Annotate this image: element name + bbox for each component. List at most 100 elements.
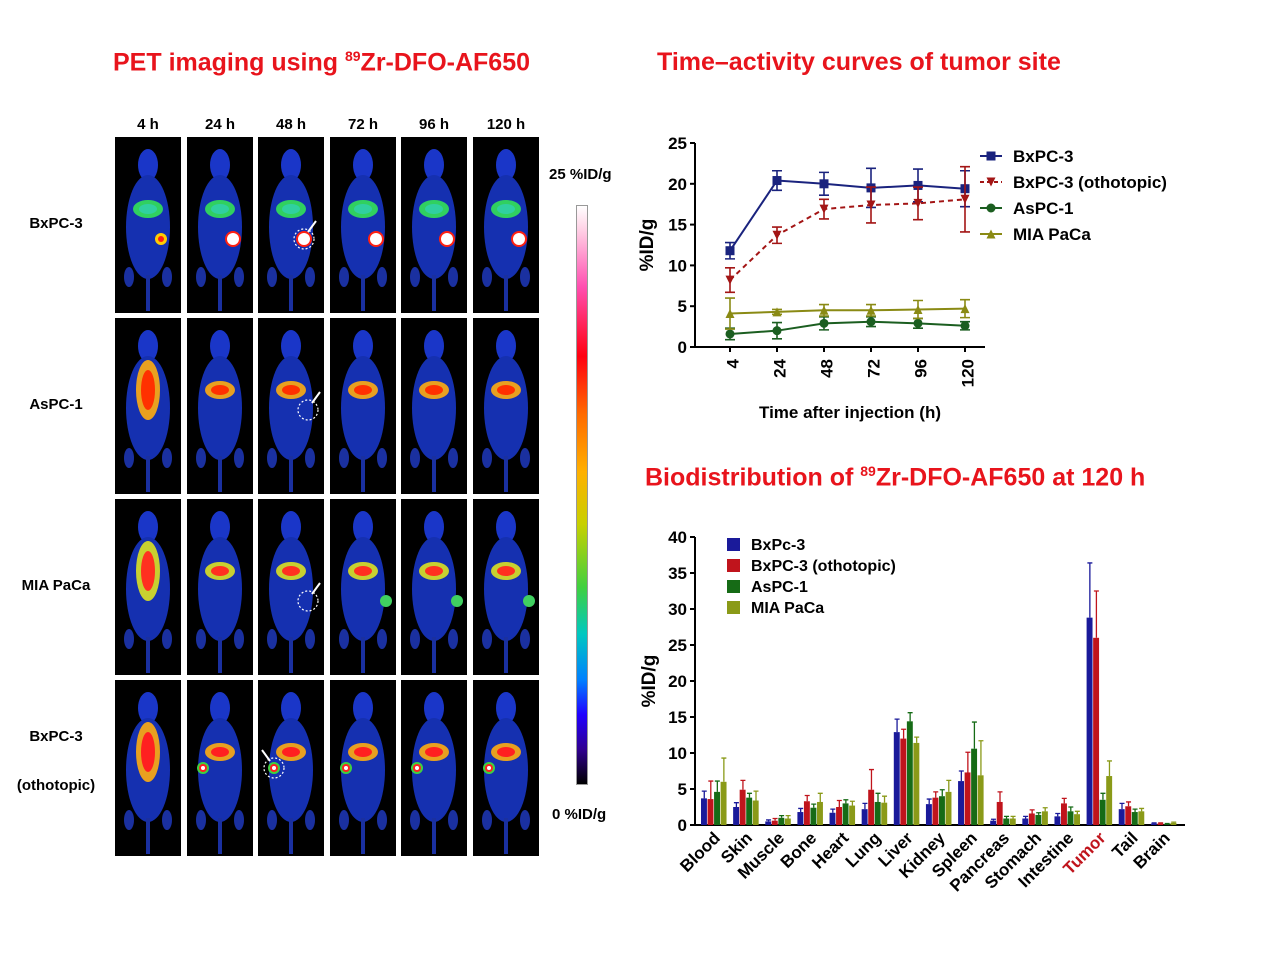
bio-bar — [913, 742, 920, 825]
tac-point — [960, 194, 970, 204]
tac-point — [866, 305, 876, 315]
mouse-scan — [482, 330, 530, 492]
pet-image — [401, 680, 467, 856]
mouse-scan — [339, 511, 392, 673]
bio-bar — [817, 801, 823, 825]
pet-image — [258, 318, 324, 494]
bio-bar — [1170, 822, 1177, 825]
pet-image — [187, 137, 253, 313]
bio-legend-label: BxPC-3 (othotopic) — [751, 558, 896, 575]
tac-legend-marker — [986, 203, 996, 213]
bio-bar — [701, 798, 707, 825]
bio-bar — [1041, 811, 1048, 825]
bio-error-bar — [1010, 815, 1016, 819]
bio-error-bar — [753, 790, 759, 801]
bio-error-bar — [1171, 821, 1177, 823]
tac-series-line — [729, 307, 966, 315]
bio-bar — [1054, 816, 1061, 825]
pet-image — [258, 137, 324, 313]
scale-min-label: 0 %ID/g — [552, 806, 607, 823]
bio-error-bar — [868, 768, 874, 790]
mouse-scan — [124, 330, 172, 492]
pet-image — [115, 499, 181, 675]
bio-bar — [1118, 809, 1125, 825]
bio-legend-swatch — [727, 580, 740, 593]
pet-image — [115, 318, 181, 494]
pet-title: PET imaging using 89Zr-DFO-AF650 — [113, 48, 530, 77]
pet-imaging-panel: PET imaging using 89Zr-DFO-AF650 4 h 24 h… — [17, 48, 612, 856]
bio-bar — [1150, 823, 1157, 825]
bio-error-bar — [701, 790, 707, 799]
pet-image — [330, 499, 396, 675]
pet-image — [330, 680, 396, 856]
bio-title-prefix: Biodistribution of — [645, 463, 861, 492]
bio-bar — [1074, 814, 1080, 825]
tac-legend-marker — [986, 229, 996, 239]
bio-error-bar — [843, 799, 849, 804]
tac-series-line — [729, 179, 966, 252]
bio-error-bar — [907, 712, 913, 722]
mouse-scan — [410, 330, 458, 492]
bio-error-bar — [817, 792, 823, 802]
bio-category-label: Blood — [676, 828, 723, 875]
bio-title-sup: 89 — [860, 463, 876, 479]
bio-bar — [746, 797, 753, 825]
bio-error-bar — [1036, 812, 1042, 815]
bio-y-axis-label: %ID/g — [639, 655, 660, 708]
bio-bar — [874, 801, 881, 825]
bio-bar — [1163, 824, 1170, 825]
bio-y-tick-label: 15 — [668, 708, 687, 727]
bio-bar — [990, 820, 997, 825]
bio-error-bar — [990, 818, 996, 821]
bio-bar — [803, 801, 810, 825]
bio-error-bar — [971, 721, 977, 749]
bio-error-bar — [1074, 810, 1080, 815]
bio-bar — [829, 812, 836, 825]
bio-bar — [765, 821, 772, 825]
bio-bar — [1009, 818, 1016, 825]
timepoint-label: 24 h — [204, 116, 235, 133]
bio-bar — [752, 800, 759, 825]
tac-legend-marker — [986, 151, 996, 161]
bio-error-bar — [1139, 807, 1145, 812]
tac-y-tick-label: 20 — [668, 175, 687, 194]
bio-error-bar — [1029, 809, 1035, 814]
tac-legend-label: MIA PaCa — [1013, 225, 1091, 244]
bio-error-bar — [708, 780, 714, 800]
tac-legend-label: AsPC-1 — [1013, 199, 1073, 218]
row-label-line: AsPC-1 — [29, 396, 83, 413]
bio-bar — [849, 805, 856, 825]
timepoint-label: 48 h — [275, 116, 306, 133]
bio-bar — [925, 804, 932, 825]
bio-bar — [977, 775, 984, 825]
tac-y-tick-label: 15 — [668, 216, 687, 235]
pet-image — [401, 318, 467, 494]
bio-error-bar — [914, 736, 920, 743]
mouse-scan — [124, 511, 172, 673]
pet-title-suffix: Zr-DFO-AF650 — [360, 48, 531, 77]
tac-point — [725, 309, 735, 319]
bio-error-bar — [862, 802, 868, 810]
bio-bar — [1125, 806, 1132, 825]
bio-error-bar — [1087, 562, 1093, 618]
pet-image — [473, 318, 539, 494]
bio-error-bar — [772, 817, 778, 821]
mouse-scan — [482, 511, 535, 673]
bio-error-bar — [1042, 807, 1048, 812]
bio-error-bar — [1126, 801, 1132, 807]
bio-bar — [1067, 811, 1074, 825]
mouse-scan — [482, 692, 530, 854]
biodistribution-chart: 0510152025303540%ID/gBloodSkinMuscleBone… — [639, 528, 1185, 895]
mouse-scan — [339, 692, 387, 854]
bio-error-bar — [721, 757, 727, 782]
bio-category-label: Brain — [1130, 828, 1174, 872]
bio-bar — [784, 818, 791, 825]
bio-bar — [971, 748, 978, 825]
pet-image — [115, 137, 181, 313]
tac-point — [960, 321, 970, 331]
bio-legend-label: BxPc-3 — [751, 537, 805, 554]
bio-error-bar — [997, 791, 1003, 802]
mouse-scan — [267, 149, 317, 311]
tac-point — [866, 317, 876, 327]
tac-point — [913, 180, 923, 190]
